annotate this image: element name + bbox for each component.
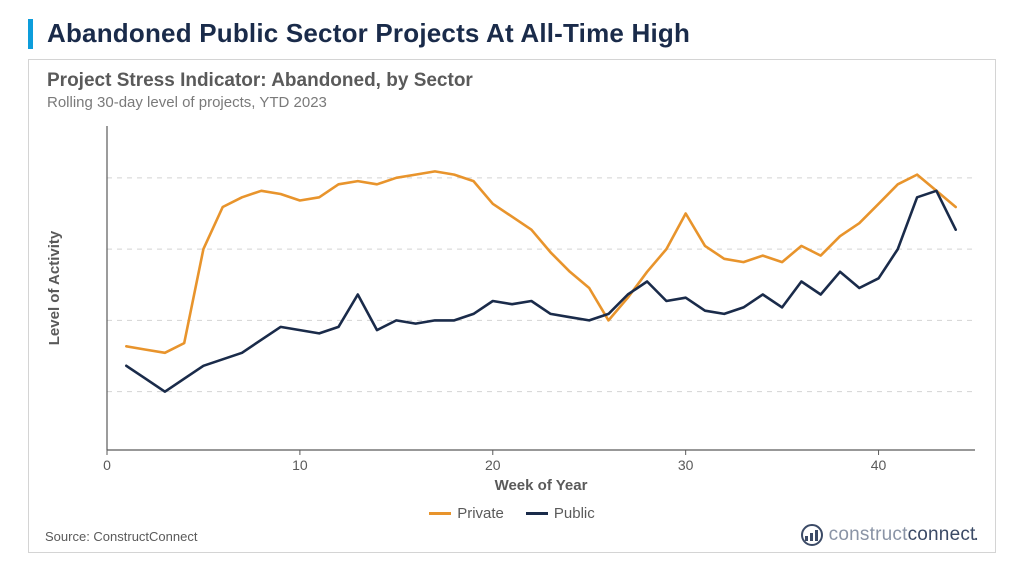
title-row: Abandoned Public Sector Projects At All-… [28, 18, 996, 49]
chart-card: Project Stress Indicator: Abandoned, by … [28, 59, 996, 553]
svg-text:10: 10 [292, 457, 308, 473]
page-title: Abandoned Public Sector Projects At All-… [47, 18, 690, 49]
svg-text:Week of Year: Week of Year [495, 477, 588, 494]
legend-swatch-public [526, 512, 548, 515]
legend-swatch-private [429, 512, 451, 515]
legend-label-private: Private [457, 505, 504, 522]
svg-text:40: 40 [871, 457, 887, 473]
svg-text:30: 30 [678, 457, 694, 473]
svg-text:Level of Activity: Level of Activity [46, 230, 63, 345]
brand-text-2: connect [908, 524, 976, 545]
title-accent-bar [28, 19, 33, 49]
legend-label-public: Public [554, 505, 595, 522]
chart-legend: Private Public [29, 505, 995, 522]
legend-item-private: Private [429, 505, 504, 522]
chart-header: Project Stress Indicator: Abandoned, by … [29, 60, 995, 115]
brand-bars-icon [801, 524, 823, 546]
brand-text-1: construct [829, 524, 908, 545]
svg-text:0: 0 [103, 457, 111, 473]
legend-item-public: Public [526, 505, 595, 522]
brand-logo: constructconnect. [801, 524, 979, 546]
plot-area: 0 10 20 30 40 Week of Year Level of Activity [29, 118, 995, 498]
brand-dot-icon: . [974, 524, 979, 545]
page-root: Abandoned Public Sector Projects At All-… [0, 0, 1024, 576]
chart-title: Project Stress Indicator: Abandoned, by … [47, 70, 979, 92]
source-text: Source: ConstructConnect [45, 529, 197, 544]
line-chart-svg: 0 10 20 30 40 Week of Year Level of Activity [29, 118, 995, 498]
svg-text:20: 20 [485, 457, 501, 473]
chart-subtitle: Rolling 30-day level of projects, YTD 20… [47, 94, 979, 111]
